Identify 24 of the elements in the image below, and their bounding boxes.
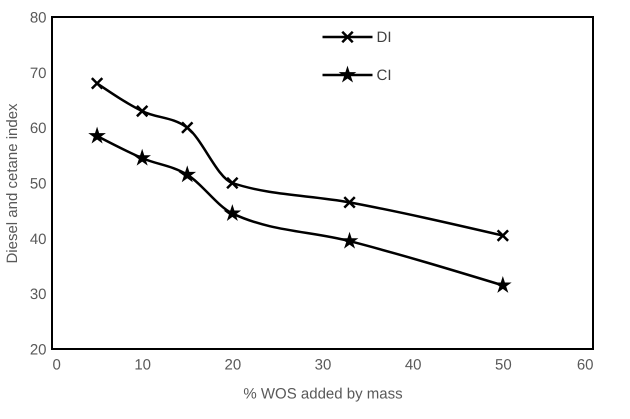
x-tick-label: 60 xyxy=(576,356,594,374)
point xyxy=(90,76,104,90)
point xyxy=(136,104,149,118)
y-tick-label: 60 xyxy=(30,120,46,138)
y-tick-label: 20 xyxy=(30,342,46,358)
x-tick-label: 30 xyxy=(314,356,332,374)
point xyxy=(226,176,239,190)
point xyxy=(496,229,510,242)
x-tick-label: 50 xyxy=(494,356,512,374)
point xyxy=(180,121,194,134)
y-tick-label: 40 xyxy=(30,230,46,248)
point xyxy=(343,196,356,209)
x-tick-label: 10 xyxy=(134,356,152,374)
legend-label: CI xyxy=(376,67,392,84)
y-tick-label: 80 xyxy=(30,10,46,26)
x-tick-label: 40 xyxy=(404,356,422,374)
y-tick-label: 30 xyxy=(30,286,46,304)
y-tick-label: 70 xyxy=(30,64,46,82)
x-axis-title: % WOS added by mass xyxy=(243,386,403,402)
y-axis-title: Diesel and cetane index xyxy=(4,102,21,264)
x-tick-label: 20 xyxy=(224,356,242,374)
legend-label: DI xyxy=(376,29,392,46)
x-tick-label: 0 xyxy=(52,356,61,374)
y-tick-label: 50 xyxy=(30,176,46,192)
